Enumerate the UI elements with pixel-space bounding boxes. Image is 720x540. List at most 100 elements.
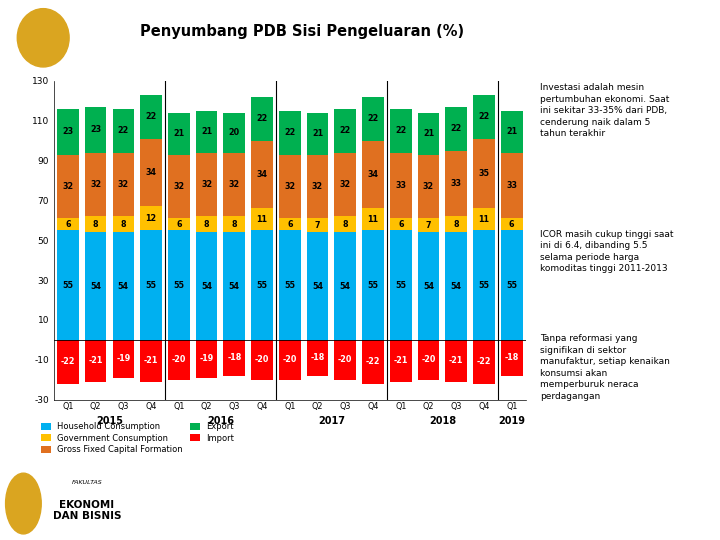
Text: -19: -19	[116, 354, 130, 363]
Text: 8: 8	[232, 220, 237, 229]
Bar	[168, 218, 189, 231]
Text: 22: 22	[451, 124, 462, 133]
Bar	[168, 154, 189, 218]
Bar	[57, 109, 78, 154]
Bar	[362, 141, 384, 208]
Text: 22: 22	[478, 112, 490, 122]
Bar	[168, 231, 189, 340]
Bar	[446, 151, 467, 217]
Text: 8: 8	[120, 220, 126, 229]
Bar	[501, 111, 523, 153]
Text: 6: 6	[287, 220, 292, 229]
Bar	[251, 97, 273, 141]
Text: Tanpa reformasi yang
signifikan di sektor
manufaktur, setiap kenaikan
konsumsi a: Tanpa reformasi yang signifikan di sekto…	[540, 334, 670, 401]
Bar	[473, 340, 495, 383]
Text: -21: -21	[89, 356, 103, 365]
Text: 32: 32	[174, 182, 184, 191]
Text: 8: 8	[454, 220, 459, 229]
Text: 54: 54	[312, 281, 323, 291]
Bar	[251, 231, 273, 340]
Text: 54: 54	[118, 281, 129, 291]
Bar	[418, 154, 439, 218]
Bar	[446, 340, 467, 382]
Text: 33: 33	[395, 181, 406, 190]
Text: 7: 7	[315, 221, 320, 230]
Bar	[196, 232, 217, 340]
Bar	[501, 218, 523, 231]
Bar	[390, 218, 412, 231]
Text: 34: 34	[256, 170, 268, 179]
Bar	[307, 232, 328, 340]
Bar	[112, 153, 134, 217]
Text: ICOR masih cukup tinggi saat
ini di 6.4, dibanding 5.5
selama periode harga
komo: ICOR masih cukup tinggi saat ini di 6.4,…	[540, 230, 673, 273]
Text: Penyumbang PDB Sisi Pengeluaran (%): Penyumbang PDB Sisi Pengeluaran (%)	[140, 24, 464, 39]
Bar	[335, 340, 356, 380]
Text: 21: 21	[423, 129, 434, 138]
Text: 12: 12	[145, 214, 157, 223]
Text: 21: 21	[201, 127, 212, 136]
Text: 2017: 2017	[318, 416, 345, 426]
Text: -22: -22	[60, 357, 75, 366]
Bar	[57, 154, 78, 218]
Bar	[251, 208, 273, 231]
Legend: Household Consumption, Government Consumption, Gross Fixed Capital Formation, Ex: Household Consumption, Government Consum…	[37, 419, 238, 457]
Text: 22: 22	[340, 126, 351, 136]
Bar	[418, 218, 439, 232]
Text: -20: -20	[255, 355, 269, 364]
Text: 54: 54	[90, 281, 101, 291]
Text: 23: 23	[90, 125, 102, 134]
Bar	[85, 107, 107, 153]
Bar	[140, 139, 162, 206]
Bar	[85, 340, 107, 382]
Text: 54: 54	[451, 281, 462, 291]
Bar	[223, 113, 245, 153]
Text: 55: 55	[506, 281, 517, 289]
Text: 32: 32	[423, 182, 434, 191]
Text: 22: 22	[395, 126, 406, 136]
Bar	[446, 217, 467, 232]
Bar	[140, 95, 162, 139]
Text: 21: 21	[506, 127, 517, 136]
Text: 55: 55	[256, 281, 268, 289]
Bar	[335, 153, 356, 217]
Text: 6: 6	[65, 220, 71, 229]
Text: 34: 34	[145, 168, 156, 177]
Bar	[223, 217, 245, 232]
Text: 11: 11	[367, 215, 379, 224]
Bar	[85, 232, 107, 340]
Text: 7: 7	[426, 221, 431, 230]
Bar	[279, 218, 301, 231]
Bar	[57, 340, 78, 383]
Bar	[57, 231, 78, 340]
Bar	[251, 340, 273, 380]
Bar	[390, 153, 412, 218]
Text: Lembaga Penyelidikan Ekonomi dan Masyarakat (LPEM FEB UI): Lembaga Penyelidikan Ekonomi dan Masyara…	[194, 497, 667, 510]
Text: -20: -20	[338, 355, 353, 364]
Text: 32: 32	[229, 180, 240, 189]
Text: -21: -21	[394, 356, 408, 365]
Text: 55: 55	[145, 281, 156, 289]
Bar	[335, 217, 356, 232]
Bar	[140, 231, 162, 340]
Text: 6: 6	[398, 220, 403, 229]
Bar	[501, 340, 523, 376]
Text: 33: 33	[451, 179, 462, 188]
Text: 21: 21	[174, 129, 184, 138]
Text: -21: -21	[449, 356, 464, 365]
Text: 8: 8	[343, 220, 348, 229]
Bar	[196, 153, 217, 217]
Text: 32: 32	[118, 180, 129, 189]
Bar	[473, 95, 495, 139]
Bar	[362, 97, 384, 141]
Bar	[418, 340, 439, 380]
Bar	[307, 218, 328, 232]
Bar	[85, 217, 107, 232]
Bar	[223, 232, 245, 340]
Bar	[473, 208, 495, 231]
Text: -22: -22	[477, 357, 491, 366]
Bar	[362, 208, 384, 231]
Text: 2019: 2019	[498, 416, 525, 426]
Bar	[473, 139, 495, 208]
Text: 6: 6	[176, 220, 181, 229]
Bar	[446, 232, 467, 340]
